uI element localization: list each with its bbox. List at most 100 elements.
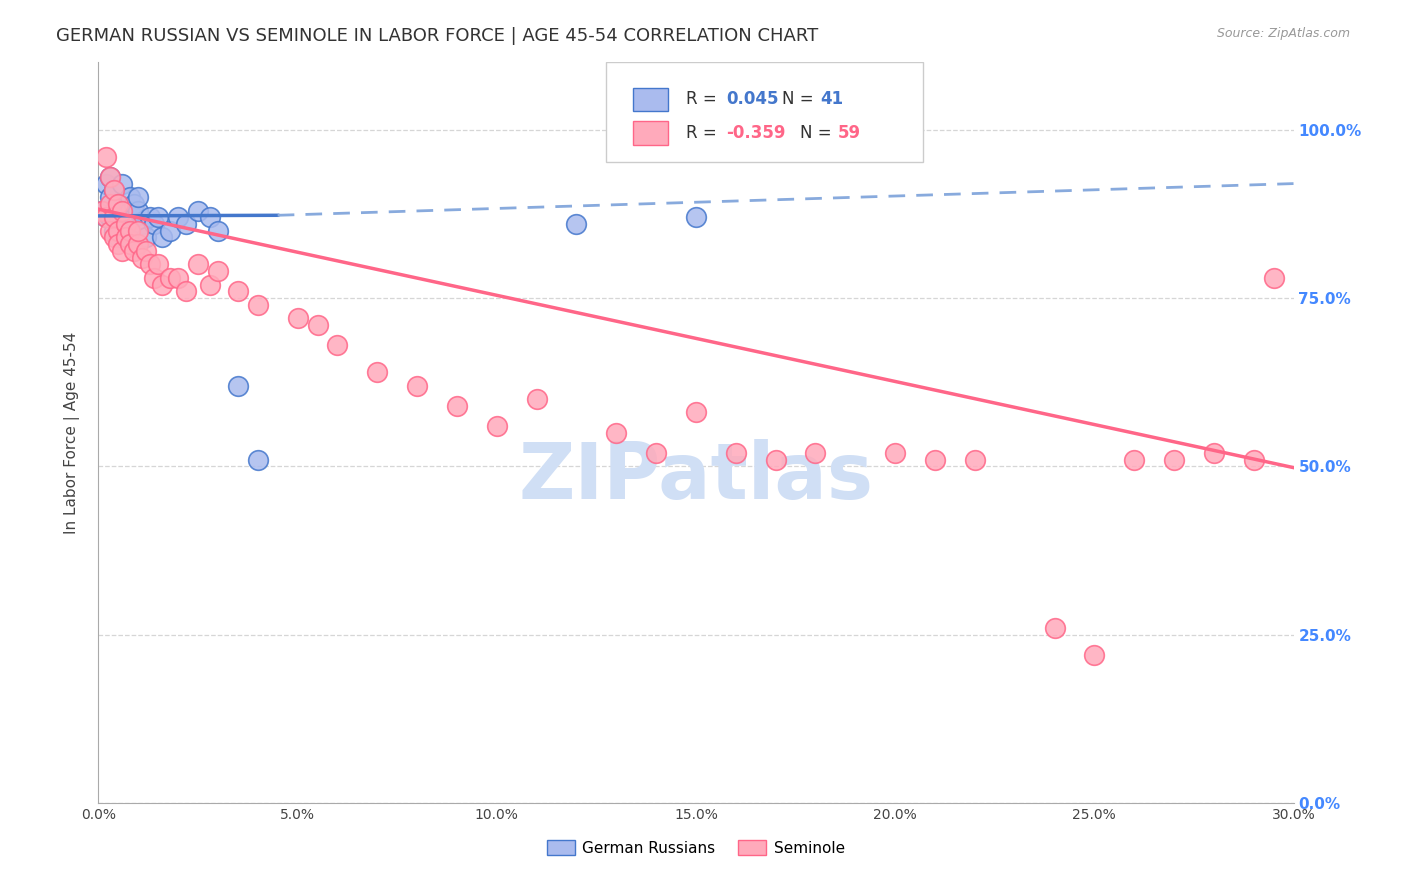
Point	[159, 224, 181, 238]
Point	[120, 237, 142, 252]
Point	[174, 217, 197, 231]
Point	[307, 318, 329, 332]
Point	[107, 217, 129, 231]
Point	[287, 311, 309, 326]
Point	[1083, 648, 1105, 662]
Point	[107, 196, 129, 211]
Point	[645, 446, 668, 460]
Point	[765, 452, 787, 467]
Point	[685, 211, 707, 225]
Text: ZIPatlas: ZIPatlas	[519, 439, 873, 515]
Point	[174, 285, 197, 299]
Point	[143, 217, 166, 231]
Text: R =: R =	[686, 124, 723, 142]
Text: 0.045: 0.045	[725, 90, 779, 109]
Text: N =: N =	[782, 90, 818, 109]
Point	[207, 264, 229, 278]
Point	[150, 230, 173, 244]
Point	[98, 196, 122, 211]
Text: GERMAN RUSSIAN VS SEMINOLE IN LABOR FORCE | AGE 45-54 CORRELATION CHART: GERMAN RUSSIAN VS SEMINOLE IN LABOR FORC…	[56, 27, 818, 45]
Point	[96, 177, 118, 191]
Point	[1043, 621, 1066, 635]
Point	[107, 224, 129, 238]
Point	[167, 270, 190, 285]
Point	[1202, 446, 1225, 460]
Point	[120, 190, 142, 204]
Point	[96, 211, 118, 225]
Point	[111, 203, 134, 218]
Point	[124, 196, 146, 211]
Point	[167, 211, 190, 225]
Point	[804, 446, 827, 460]
Point	[207, 224, 229, 238]
Point	[127, 203, 149, 218]
Text: N =: N =	[800, 124, 837, 142]
Point	[107, 237, 129, 252]
Point	[127, 237, 149, 252]
Point	[115, 217, 138, 231]
Point	[143, 270, 166, 285]
Point	[246, 298, 269, 312]
Point	[406, 378, 429, 392]
Point	[131, 251, 153, 265]
Point	[107, 230, 129, 244]
Point	[115, 217, 138, 231]
Point	[446, 399, 468, 413]
Point	[246, 452, 269, 467]
Point	[127, 190, 149, 204]
Point	[115, 230, 138, 244]
Point	[91, 203, 114, 218]
Point	[111, 211, 134, 225]
Point	[150, 277, 173, 292]
Point	[103, 183, 125, 197]
Point	[187, 203, 209, 218]
Text: -0.359: -0.359	[725, 124, 786, 142]
Point	[124, 211, 146, 225]
Point	[91, 203, 114, 218]
Point	[187, 257, 209, 271]
Point	[724, 446, 747, 460]
Point	[1163, 452, 1185, 467]
Text: R =: R =	[686, 90, 723, 109]
Point	[135, 230, 157, 244]
Point	[485, 418, 508, 433]
Point	[98, 224, 122, 238]
Bar	[633, 87, 668, 112]
Point	[326, 338, 349, 352]
Point	[131, 217, 153, 231]
Text: 59: 59	[838, 124, 862, 142]
Point	[226, 378, 249, 392]
Point	[139, 211, 162, 225]
Point	[198, 277, 221, 292]
Point	[198, 211, 221, 225]
Point	[103, 203, 125, 218]
Point	[963, 452, 986, 467]
Point	[924, 452, 946, 467]
Point	[124, 244, 146, 258]
Point	[565, 217, 588, 231]
Point	[120, 224, 142, 238]
Point	[685, 405, 707, 419]
Point	[120, 203, 142, 218]
Point	[98, 169, 122, 184]
Point	[1123, 452, 1146, 467]
Point	[884, 446, 907, 460]
Point	[107, 211, 129, 225]
Point	[98, 190, 122, 204]
Point	[107, 196, 129, 211]
Point	[103, 230, 125, 244]
Point	[111, 244, 134, 258]
Point	[127, 224, 149, 238]
Point	[111, 203, 134, 218]
Point	[135, 244, 157, 258]
Point	[1263, 270, 1285, 285]
Legend: German Russians, Seminole: German Russians, Seminole	[541, 834, 851, 862]
Bar	[633, 121, 668, 145]
Point	[159, 270, 181, 285]
Text: Source: ZipAtlas.com: Source: ZipAtlas.com	[1216, 27, 1350, 40]
Point	[366, 365, 388, 379]
Point	[605, 425, 627, 440]
Point	[1243, 452, 1265, 467]
Point	[103, 211, 125, 225]
Point	[526, 392, 548, 406]
